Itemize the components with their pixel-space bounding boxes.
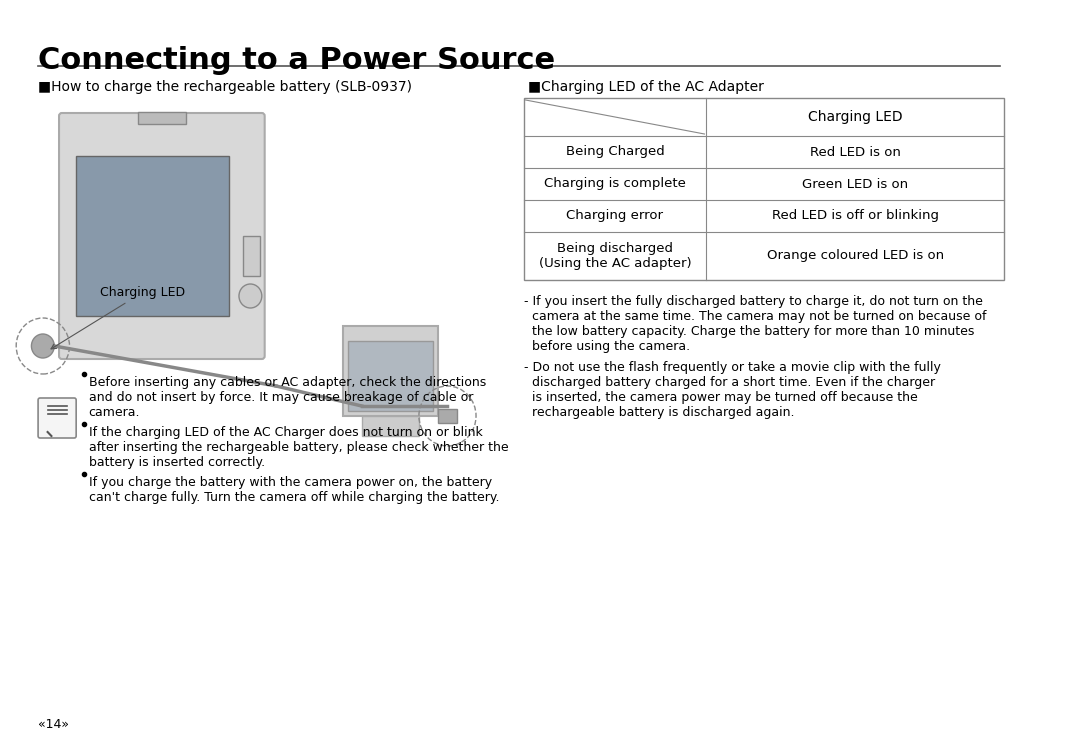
Text: Charging error: Charging error <box>567 210 663 222</box>
Text: Being Charged: Being Charged <box>566 145 664 158</box>
Text: Before inserting any cables or AC adapter, check the directions
and do not inser: Before inserting any cables or AC adapte… <box>89 376 486 419</box>
Text: Orange coloured LED is on: Orange coloured LED is on <box>767 249 944 263</box>
Text: ■How to charge the rechargeable battery (SLB-0937): ■How to charge the rechargeable battery … <box>38 80 413 94</box>
Circle shape <box>239 284 261 308</box>
Text: - Do not use the flash frequently or take a movie clip with the fully
  discharg: - Do not use the flash frequently or tak… <box>524 361 941 419</box>
Bar <box>342 326 438 416</box>
FancyBboxPatch shape <box>59 113 265 359</box>
Text: - If you insert the fully discharged battery to charge it, do not turn on the
  : - If you insert the fully discharged bat… <box>524 295 986 353</box>
Text: «14»: «14» <box>38 718 69 731</box>
Text: Red LED is on: Red LED is on <box>810 145 901 158</box>
Text: Charging is complete: Charging is complete <box>544 178 686 190</box>
Text: If the charging LED of the AC Charger does not turn on or blink
after inserting : If the charging LED of the AC Charger do… <box>89 426 509 469</box>
Text: Charging LED: Charging LED <box>808 110 903 124</box>
Circle shape <box>31 334 54 358</box>
Bar <box>524 98 1004 280</box>
Text: ■Charging LED of the AC Adapter: ■Charging LED of the AC Adapter <box>528 80 765 94</box>
Text: Being discharged
(Using the AC adapter): Being discharged (Using the AC adapter) <box>539 242 691 270</box>
Bar <box>348 341 433 411</box>
Text: If you charge the battery with the camera power on, the battery
can't charge ful: If you charge the battery with the camer… <box>89 476 499 504</box>
Text: Charging LED: Charging LED <box>51 286 185 349</box>
Text: Green LED is on: Green LED is on <box>802 178 908 190</box>
Text: Red LED is off or blinking: Red LED is off or blinking <box>772 210 939 222</box>
Bar <box>438 409 457 423</box>
Bar <box>138 112 186 124</box>
Text: Connecting to a Power Source: Connecting to a Power Source <box>38 46 555 75</box>
Bar <box>77 156 229 316</box>
FancyBboxPatch shape <box>38 398 77 438</box>
Bar <box>243 236 260 276</box>
Bar <box>362 416 419 436</box>
